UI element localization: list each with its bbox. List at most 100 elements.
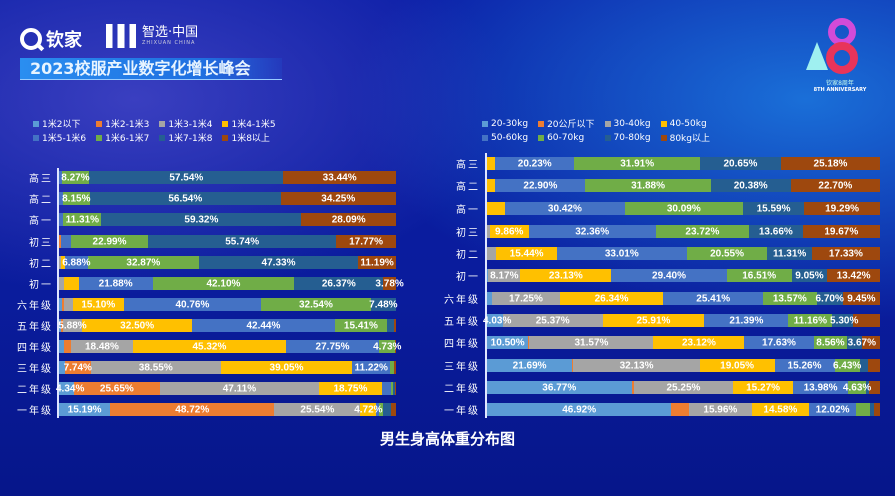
data-label: 57.54%: [169, 172, 204, 183]
bar-segment-30-40kg: 25.37%: [502, 314, 603, 327]
data-label: 14.58%: [763, 404, 798, 415]
category-label: 初二: [456, 250, 480, 261]
data-label: 30.42%: [547, 203, 582, 214]
bar-segment-20-30kg: 10.50%: [487, 336, 529, 349]
bar-segment-1米5-1米6: 42.44%: [191, 319, 335, 332]
bar-segment-1米8以上: [395, 340, 396, 353]
data-label: 23.12%: [681, 337, 716, 348]
data-label: 32.54%: [298, 299, 333, 310]
data-label: 20.38%: [733, 180, 768, 191]
category-label: 四年级: [444, 339, 480, 350]
data-label: 9.86%: [495, 226, 524, 237]
bar-segment-1米3-1米4: [64, 298, 73, 311]
bar-segment-80kg以上: 13.42%: [827, 269, 880, 282]
bar-segment-1米6-1米7: 22.99%: [70, 235, 149, 248]
stacked-bar: 15.19% 48.72% 25.54% 4.72%: [59, 403, 396, 416]
data-label: 8.17%: [490, 270, 519, 281]
category-label: 高一: [456, 205, 480, 216]
anniversary-en: 8TH ANNIVERSARY: [813, 87, 867, 93]
data-label: 22.70%: [818, 180, 853, 191]
data-label: 22.99%: [92, 236, 127, 247]
legend-swatch: [604, 120, 611, 127]
legend-item: 1米6-1米7: [96, 131, 149, 144]
data-label: 5.88%: [58, 320, 87, 331]
bar-segment-80kg以上: 19.67%: [802, 225, 880, 238]
bar-segment-20-30kg: 36.77%: [487, 381, 632, 394]
data-label: 17.25%: [508, 293, 543, 304]
legend-label: 1米5-1米6: [42, 134, 87, 144]
bar-segment-1米7-1米8: 56.54%: [90, 192, 281, 205]
bar-segment-1米2以下: 4.34%: [56, 382, 84, 395]
bar-segment-1米8以上: 28.09%: [301, 213, 396, 226]
data-label: 56.54%: [168, 193, 203, 204]
stacked-bar: 7.74% 38.55% 39.05% 11.22%: [59, 361, 396, 374]
bar-segment-50-60kg: 25.41%: [663, 292, 764, 305]
category-label: 初三: [456, 228, 480, 239]
bar-segment-70-80kg: 11.31%: [767, 247, 812, 260]
bar-segment-40-50kg: 15.44%: [496, 247, 557, 260]
legend-swatch: [159, 120, 166, 127]
legend-item: 1米7-1米8: [159, 131, 212, 144]
bar-segment-1米5-1米6: 40.76%: [123, 298, 262, 311]
legend-swatch: [482, 120, 488, 127]
bar-segment-1米8以上: 17.77%: [336, 235, 396, 248]
data-label: 17.77%: [349, 236, 383, 247]
data-label: 19.29%: [825, 203, 860, 214]
legend-label: 1米8以上: [231, 134, 270, 144]
logo1-text: 钦家: [46, 30, 82, 51]
data-label: 23.13%: [548, 270, 583, 281]
data-label: 31.88%: [631, 180, 665, 191]
data-label: 26.37%: [321, 278, 356, 289]
category-label: 一年级: [17, 406, 53, 417]
legend-item: 1米2以下: [33, 117, 86, 130]
bar-segment-60-70kg: [856, 403, 871, 416]
bar-segment-50-60kg: 32.36%: [528, 225, 656, 238]
data-label: 6.43%: [832, 360, 862, 371]
bar-segment-1米2以下: 15.19%: [59, 403, 111, 416]
data-label: 10.50%: [490, 337, 525, 348]
data-label: 11.31%: [65, 214, 100, 225]
data-label: 4.63%: [842, 382, 872, 393]
qinjia-logo: 钦家: [20, 26, 82, 52]
legend-swatch: [96, 134, 103, 141]
legend-item: 1米3-1米4: [159, 117, 212, 130]
height-legend: 1米2以下 1米2-1米3 1米3-1米4 1米4-1米5 1米5-1米6 1米6-1米7…: [33, 117, 276, 144]
bar-segment-1米4-1米5: 32.50%: [82, 319, 192, 332]
logo2-text: 智选·中国: [142, 25, 199, 40]
category-label: 初一: [29, 280, 53, 291]
data-label: 13.98%: [803, 382, 838, 393]
data-label: 20.55%: [710, 248, 744, 259]
data-label: 15.26%: [787, 360, 822, 371]
legend-label: 20公斤以下: [547, 120, 595, 130]
data-label: 7.48%: [369, 299, 398, 310]
bar-segment-1米5-1米6: 21.88%: [78, 277, 153, 290]
legend-swatch: [96, 120, 103, 127]
stacked-bar: 15.44% 33.01% 20.55% 11.31% 17.33%: [487, 247, 880, 260]
stacked-bar: 22.90% 31.88% 20.38% 22.70%: [487, 179, 880, 192]
bar-segment-1米4-1米5: 15.10%: [72, 298, 124, 311]
bar-segment-80kg以上: 25.18%: [781, 157, 880, 170]
bar-segment-20-30kg: [487, 269, 489, 282]
bar-segment-1米2-1米3: [60, 319, 63, 332]
bar-segment-30-40kg: 25.25%: [633, 381, 734, 394]
bar-segment-1米2以下: [59, 298, 63, 311]
bar-segment-1米5-1米6: 11.22%: [352, 361, 391, 374]
data-label: 42.10%: [206, 278, 241, 289]
bar-segment-1米4-1米5: 45.32%: [133, 340, 286, 353]
logo2-sub: ZHIXUAN CHINA: [142, 40, 196, 46]
bar-segment-20-30kg: 21.69%: [487, 359, 573, 372]
legend-label: 60-70kg: [547, 132, 585, 143]
data-label: 20.65%: [723, 158, 758, 169]
bar-segment-1米5-1米6: [59, 213, 64, 226]
data-label: 46.92%: [562, 404, 597, 415]
data-label: 15.41%: [343, 320, 378, 331]
data-label: 15.19%: [67, 404, 102, 415]
anniversary-logo: 钦家8周年 8TH ANNIVERSARY: [800, 18, 880, 96]
bar-segment-70-80kg: 9.05%: [791, 269, 828, 282]
stacked-bar: 6.88% 32.87% 47.33% 11.19%: [59, 256, 396, 269]
stacked-bar: 9.86% 32.36% 23.72% 13.66% 19.67%: [487, 225, 880, 238]
q-logo-icon: [20, 28, 42, 50]
bar-segment-1米4-1米5: 39.05%: [220, 361, 353, 374]
legend-swatch: [222, 134, 229, 141]
building-logo-icon: [106, 24, 136, 48]
